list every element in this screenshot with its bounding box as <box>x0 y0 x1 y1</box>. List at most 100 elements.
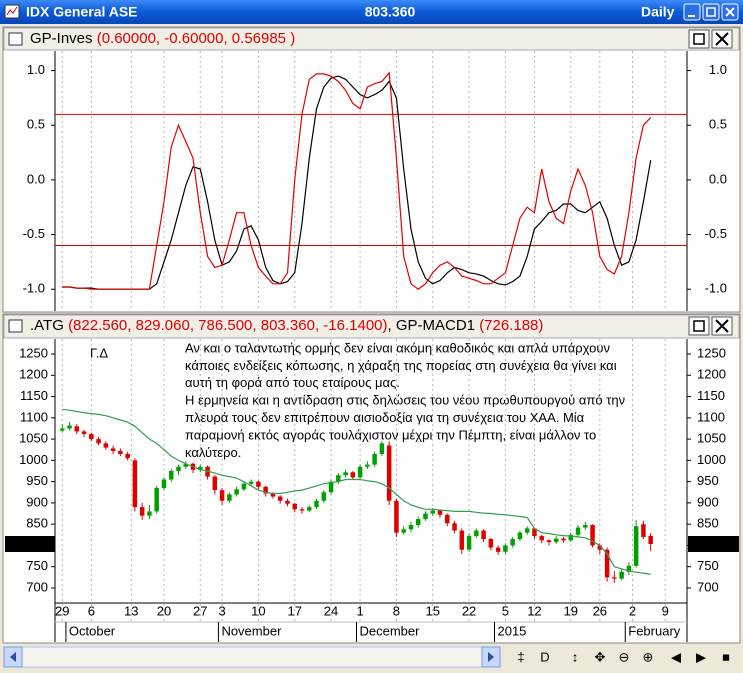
candle-body <box>198 466 203 470</box>
panel-close-glyph <box>715 32 729 46</box>
panel-maximize[interactable] <box>688 316 710 336</box>
candle-body <box>60 428 65 431</box>
annotation-line: αυτή τη φορά από τους εταίρους μας. <box>185 375 400 390</box>
candle-body <box>604 549 610 578</box>
candle-body <box>118 451 123 454</box>
x-tick-label: 24 <box>324 603 338 618</box>
x-tick-label: 15 <box>426 603 440 618</box>
annotation-line: Η ερμηνεία και η αντίδραση στις δηλώσεις… <box>185 393 625 408</box>
x-tick-label: 17 <box>287 603 301 618</box>
window-buttons <box>683 3 739 21</box>
panel-maximize-glyph <box>693 320 705 332</box>
x-tick-label: 29 <box>55 603 69 618</box>
x-tick-label: 9 <box>662 603 669 618</box>
candle-body <box>445 514 450 524</box>
window-title: IDX General ASE <box>26 4 138 20</box>
candle-body <box>321 492 327 501</box>
candle-body <box>423 513 428 520</box>
x-tick-label: 27 <box>193 603 207 618</box>
y-tick-label-right: 0.5 <box>709 117 727 132</box>
panel-frame <box>2 313 741 644</box>
candle-body <box>110 448 116 452</box>
toolbar-button[interactable] <box>717 648 735 666</box>
candle-body <box>343 472 348 476</box>
candle-body <box>386 445 392 501</box>
toolbar-icon: ◀ <box>671 649 681 664</box>
y-tick-label-right: 950 <box>697 473 719 488</box>
y-tick-label-right: 900 <box>697 494 719 509</box>
y-tick-label-right: 1150 <box>697 388 725 403</box>
candle-body <box>626 565 632 572</box>
scrollbar[interactable] <box>3 646 501 668</box>
x-tick-label: 5 <box>502 603 509 618</box>
window-value: 803.360 <box>365 4 416 20</box>
candle-body <box>561 538 566 541</box>
candle-body <box>510 539 515 546</box>
candle-body <box>437 510 443 515</box>
toolbar-button[interactable] <box>692 648 710 666</box>
candle-body <box>89 433 94 440</box>
annotation-line: καλύτερο. <box>185 445 241 460</box>
month-label: November <box>221 623 282 638</box>
candle-body <box>74 426 80 432</box>
toolbar-icon: D <box>540 649 549 664</box>
maximize-button[interactable] <box>702 3 720 21</box>
candle-body <box>503 545 508 552</box>
overlay-name: , GP-MACD1 <box>388 317 476 334</box>
toolbar-button[interactable] <box>536 648 554 666</box>
candle-body <box>539 536 544 541</box>
maximize-glyph <box>706 7 716 17</box>
toolbar-button[interactable] <box>639 648 657 666</box>
y-tick-label: 1000 <box>19 452 48 467</box>
title-bar <box>0 0 743 24</box>
panel-close-glyph <box>715 319 729 333</box>
y-tick-label-right: 850 <box>697 516 719 531</box>
candle-body <box>328 481 334 493</box>
minimize-button[interactable] <box>683 3 701 21</box>
annotation-line: κάποιες ενδείξεις κόπωσης, η χάραξη της … <box>185 358 617 373</box>
candle-body <box>299 509 305 511</box>
month-label: February <box>628 623 681 638</box>
toolbar-button[interactable] <box>615 648 633 666</box>
toolbar-button[interactable] <box>512 648 530 666</box>
panel-maximize[interactable] <box>688 29 710 49</box>
toolbar-icon: ■ <box>722 649 730 664</box>
y-tick-label-right: 750 <box>697 558 719 573</box>
toolbar-button[interactable] <box>667 648 685 666</box>
last-price-label-right: 803.36 <box>691 535 731 550</box>
panel-header <box>3 27 740 51</box>
candle-body <box>408 525 414 530</box>
symbol-name: .ATG <box>30 317 64 334</box>
candle-body <box>234 489 239 495</box>
x-tick-label: 22 <box>462 603 476 618</box>
panel-header <box>3 314 740 339</box>
chart-label: Γ.Δ <box>90 345 108 360</box>
x-tick-label: 19 <box>564 603 578 618</box>
y-tick-label-right: 700 <box>697 579 719 594</box>
y-tick-label-right: 1050 <box>697 431 726 446</box>
x-tick-label: 10 <box>251 603 265 618</box>
panel-frame <box>2 26 741 313</box>
candle-body <box>597 545 603 550</box>
candle-body <box>495 547 501 552</box>
candle-body <box>583 525 588 528</box>
annotation-line: πλευρά τους δεν επιτρέπουν αισιοδοξία γι… <box>185 410 585 425</box>
x-tick-label: 1 <box>356 603 363 618</box>
y-tick-label: 1100 <box>20 409 48 424</box>
candle-body <box>277 496 283 501</box>
candle-body <box>641 524 646 537</box>
panel-header-text: GP-Inves (0.60000, -0.60000, 0.56985 ) <box>30 30 295 47</box>
toolbar-button[interactable] <box>591 648 609 666</box>
candle-body <box>357 466 363 478</box>
candle-body <box>103 443 109 448</box>
toolbar-button[interactable] <box>566 648 584 666</box>
panel-icon <box>8 32 23 46</box>
candle-body <box>401 529 406 533</box>
candle-body <box>379 443 385 454</box>
x-tick-label: 26 <box>593 603 607 618</box>
y-tick-label-right: -1.0 <box>705 281 727 296</box>
y-tick-label-right: 1.0 <box>709 62 727 77</box>
candle-body <box>227 494 232 501</box>
x-tick-label: 3 <box>218 603 225 618</box>
